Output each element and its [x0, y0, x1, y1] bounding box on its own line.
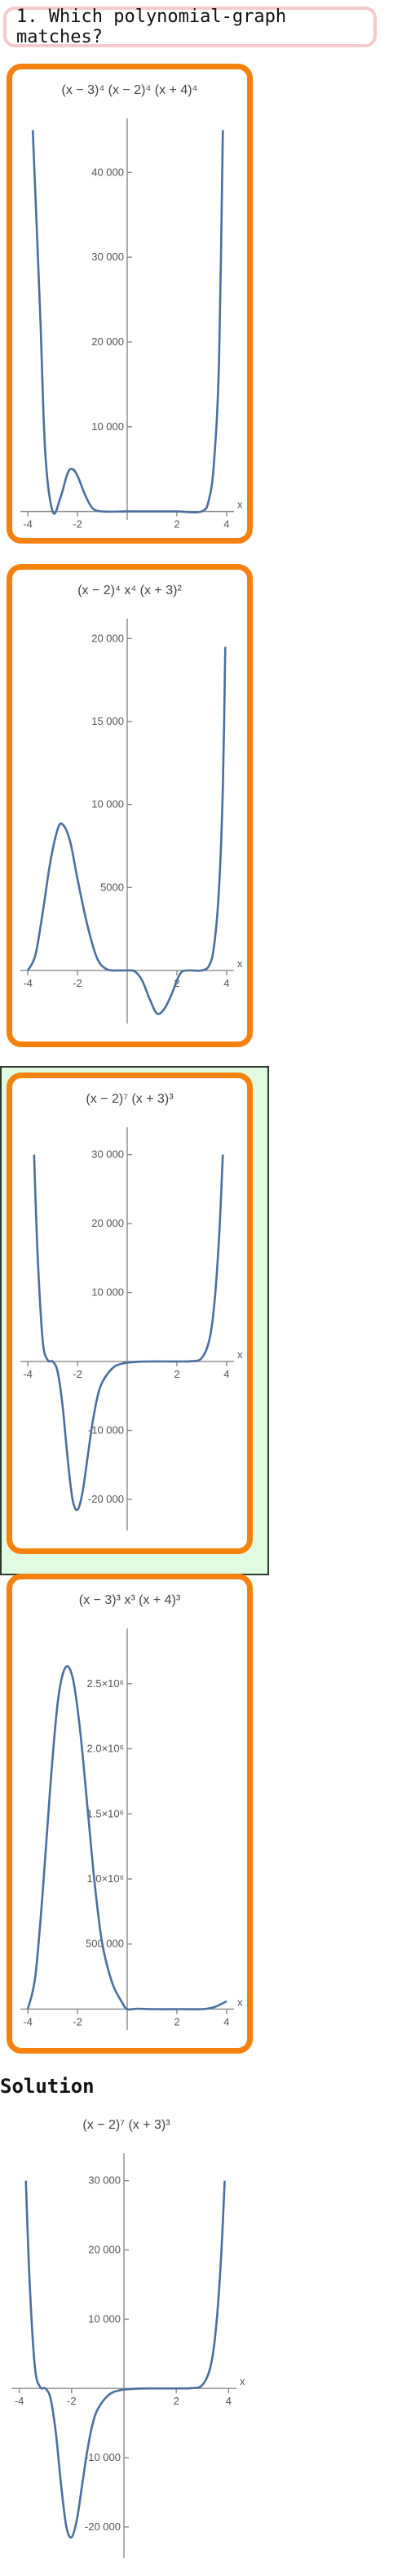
y-tick-label: 10 000	[91, 420, 124, 433]
y-tick-label: -20 000	[88, 1493, 124, 1505]
polynomial-graph-3: (x − 2)⁷ (x + 3)³ x -4 -2 2 4 -20 000 -10 000 10…	[20, 1092, 243, 1530]
graph-title: (x − 3)⁴ (x − 2)⁴ (x + 4)⁴	[62, 83, 198, 97]
x-tick-label: -2	[73, 518, 82, 531]
polynomial-curve	[33, 1154, 224, 1512]
x-tick-label: -2	[67, 2395, 77, 2407]
graph-title: (x − 3)³ x³ (x + 4)³	[79, 1593, 181, 1607]
x-tick-label: 2	[174, 518, 179, 531]
x-tick-label: -4	[23, 518, 33, 531]
graph-title: (x − 2)⁴ x⁴ (x + 3)²	[77, 584, 182, 597]
y-tick-label: 10 000	[91, 798, 124, 811]
y-tick-label: 2.0×10⁶	[87, 1743, 124, 1755]
y-tick-label: -20 000	[85, 2520, 121, 2533]
x-tick-label: 2	[174, 2015, 179, 2027]
y-tick-label: 500 000	[86, 1938, 124, 1950]
x-tick-label: 4	[223, 977, 229, 989]
x-tick-label: 4	[226, 2395, 232, 2407]
polynomial-graph-4: (x − 3)³ x³ (x + 4)³ x -4 -2 2 4 500 000 1.0×10…	[20, 1593, 243, 2030]
y-tick-label: 20 000	[91, 632, 124, 644]
y-tick-label: 20 000	[88, 2244, 121, 2256]
y-tick-label: 20 000	[91, 335, 124, 348]
answer-option-3[interactable]: (x − 2)⁷ (x + 3)³ x -4 -2 2 4 -20 000 -10 000 10…	[7, 1073, 253, 1554]
y-tick-label: 1.5×10⁶	[87, 1807, 124, 1819]
x-tick-label: 4	[223, 518, 229, 531]
x-axis-label: x	[237, 957, 243, 970]
polynomial-graph-1: (x − 3)⁴ (x − 2)⁴ (x + 4)⁴ x -4 -2 2 4 10 000 2…	[20, 83, 243, 531]
polynomial-curve	[24, 2180, 226, 2539]
question-title: 1. Which polynomial-graph matches?	[3, 7, 377, 47]
x-tick-label: -4	[23, 977, 33, 989]
y-tick-label: 10 000	[91, 1286, 124, 1299]
answer-option-4[interactable]: (x − 3)³ x³ (x + 4)³ x -4 -2 2 4 500 000 1.0×10…	[7, 1574, 253, 2054]
x-tick-label: -4	[23, 1368, 33, 1380]
x-axis-label: x	[237, 499, 243, 511]
solution-polynomial-graph: (x − 2)⁷ (x + 3)³ x -4 -2 2 4 -20 000 -10 000 10…	[11, 2118, 245, 2558]
answer-option-2[interactable]: (x − 2)⁴ x⁴ (x + 3)² x -4 -2 2 4 5000 10 000 15 …	[7, 564, 253, 1047]
x-tick-label: 2	[174, 1368, 179, 1380]
x-tick-label: 4	[223, 2015, 229, 2027]
x-tick-label: -2	[73, 1368, 82, 1380]
polynomial-curve	[26, 1665, 227, 2011]
x-axis-label: x	[240, 2375, 245, 2387]
y-tick-label: 2.5×10⁶	[87, 1677, 124, 1690]
y-tick-label: 5000	[100, 881, 124, 893]
solution-graph: (x − 2)⁷ (x + 3)³ x -4 -2 2 4 -20 000 -10 000 10…	[3, 2104, 249, 2576]
y-tick-label: 30 000	[88, 2174, 121, 2187]
y-tick-label: 15 000	[91, 715, 124, 727]
y-tick-label: -10 000	[85, 2451, 121, 2463]
graph-title: (x − 2)⁷ (x + 3)³	[82, 2118, 170, 2132]
y-tick-label: 30 000	[91, 1148, 124, 1161]
y-tick-label: 40 000	[91, 166, 124, 178]
y-tick-label: 30 000	[91, 251, 124, 263]
x-axis-label: x	[237, 1348, 243, 1361]
x-tick-label: -4	[15, 2395, 24, 2407]
x-axis-label: x	[237, 1996, 243, 2008]
y-tick-label: 20 000	[91, 1217, 124, 1229]
x-tick-label: 4	[223, 1368, 229, 1380]
polynomial-curve	[31, 130, 224, 515]
y-tick-label: 10 000	[88, 2312, 121, 2325]
x-tick-label: -2	[73, 2015, 82, 2027]
polynomial-curve	[26, 646, 227, 1015]
x-tick-label: -4	[23, 2015, 33, 2027]
x-tick-label: -2	[73, 977, 82, 989]
y-tick-label: -10 000	[88, 1424, 124, 1437]
graph-title: (x − 2)⁷ (x + 3)³	[86, 1092, 174, 1106]
solution-heading: Solution	[0, 2075, 95, 2098]
y-tick-label: 1.0×10⁶	[87, 1872, 124, 1885]
answer-option-1[interactable]: (x − 3)⁴ (x − 2)⁴ (x + 4)⁴ x -4 -2 2 4 10 000 2…	[7, 64, 253, 544]
x-tick-label: 2	[174, 2395, 179, 2407]
